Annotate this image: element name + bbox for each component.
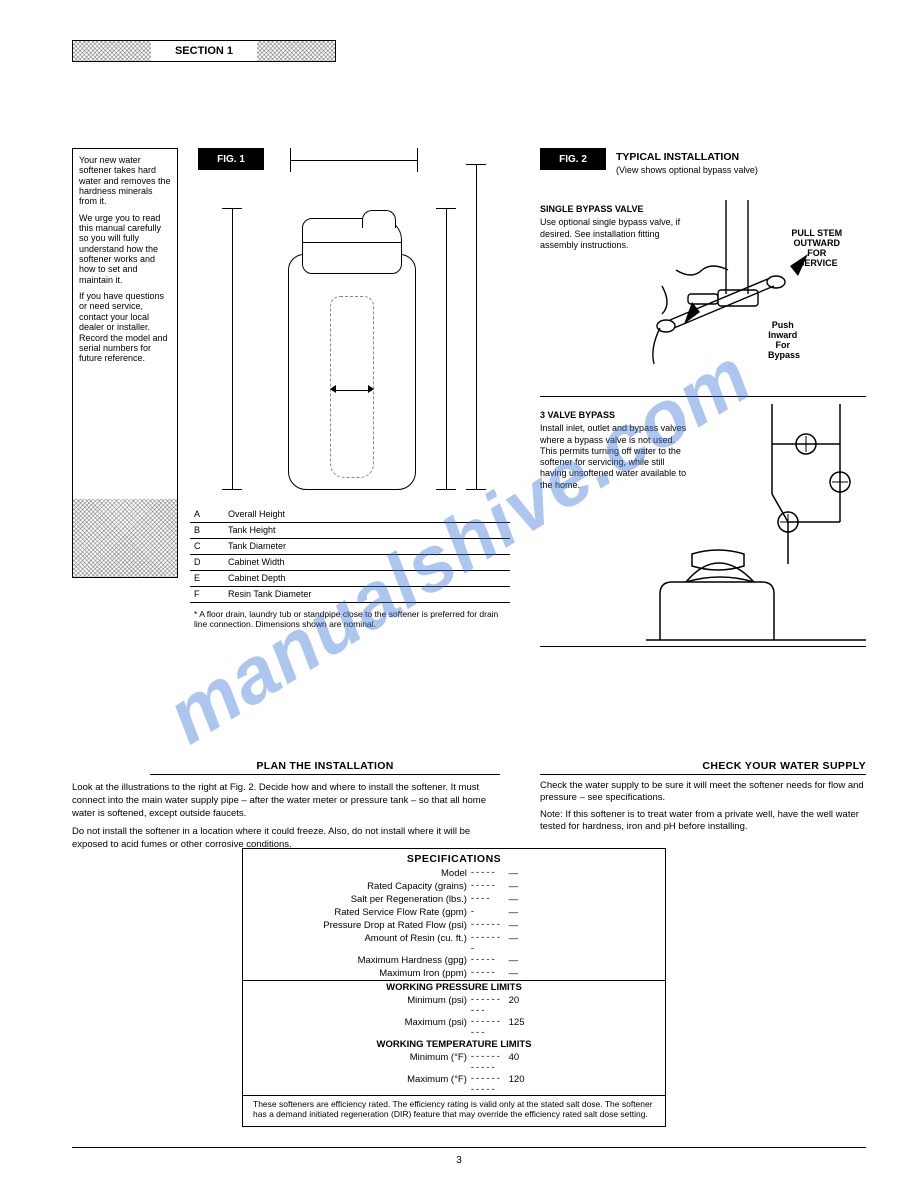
title-hatch-right <box>257 41 335 61</box>
spec-row: Model-----— <box>243 867 665 880</box>
plan-p1: Look at the illustrations to the right a… <box>72 782 502 820</box>
spec-sect: WORKING PRESSURE LIMITS <box>243 981 665 995</box>
intro-para-1: Your new water softener takes hard water… <box>79 155 171 207</box>
spec-row: Rated Capacity (grains)-----— <box>243 880 665 893</box>
dim-right-height <box>436 208 456 490</box>
spec-row: Maximum Iron (ppm)-----— <box>243 967 665 981</box>
table-row: ECabinet Depth <box>190 570 510 586</box>
table-row: DCabinet Width <box>190 554 510 570</box>
intro-side-column: Your new water softener takes hard water… <box>72 148 178 578</box>
intro-para-3: If you have questions or need service, c… <box>79 291 171 363</box>
spec-row: Minimum (psi)---------20 <box>243 994 665 1016</box>
table-row: AOverall Height <box>190 506 510 522</box>
bypass-valve-sketch: PULL STEM OUTWARD FOR SERVICE Push Inwar… <box>540 200 866 380</box>
spec-sect: WORKING TEMPERATURE LIMITS <box>243 1038 665 1051</box>
specs-title: SPECIFICATIONS <box>243 849 665 867</box>
fig2-title: TYPICAL INSTALLATION <box>616 151 739 163</box>
dim-left-height <box>222 208 242 490</box>
spec-row: Pressure Drop at Rated Flow (psi)------— <box>243 919 665 932</box>
spec-row: Minimum (°F)-----------40 <box>243 1051 665 1073</box>
check-body: Check the water supply to be sure it wil… <box>540 780 866 837</box>
three-valve-sketch <box>540 404 866 642</box>
dim-overall-height <box>466 164 486 490</box>
page-footer-rule <box>72 1147 866 1148</box>
check-p2: Note: If this softener is to treat water… <box>540 809 866 834</box>
fig2-subtitle: (View shows optional bypass valve) <box>616 165 758 175</box>
title-hatch-left <box>73 41 151 61</box>
intro-text: Your new water softener takes hard water… <box>73 149 177 499</box>
softener-tank-drawing <box>284 208 420 490</box>
dim-note: * A floor drain, laundry tub or standpip… <box>190 602 510 632</box>
specifications-box: SPECIFICATIONS Model-----— Rated Capacit… <box>242 848 666 1127</box>
specs-table: Model-----— Rated Capacity (grains)-----… <box>243 867 665 1095</box>
table-row: BTank Height <box>190 522 510 538</box>
fig2-header: TYPICAL INSTALLATION (View shows optiona… <box>540 148 866 182</box>
fig2-divider-2 <box>540 646 866 647</box>
page-title-bar: SECTION 1 <box>72 40 336 62</box>
intro-hatch-footer <box>73 499 177 577</box>
svg-text:PULL STEM OUTWARD: PULL STEM OUTWARD FOR SERVICE <box>791 228 844 268</box>
plan-body: Look at the illustrations to the right a… <box>72 782 502 858</box>
table-row: CTank Diameter <box>190 538 510 554</box>
spec-row: Maximum (psi)---------125 <box>243 1016 665 1038</box>
spec-row: Salt per Regeneration (lbs.)----— <box>243 893 665 906</box>
table-row: FResin Tank Diameter <box>190 586 510 602</box>
callout-service-1: PULL STEM <box>791 228 842 238</box>
specs-footnote: These softeners are efficiency rated. Th… <box>243 1095 665 1126</box>
dimensions-table: AOverall Height BTank Height CTank Diame… <box>190 506 510 632</box>
check-heading: CHECK YOUR WATER SUPPLY <box>540 760 866 775</box>
dim-top-width <box>290 148 418 172</box>
intro-para-2: We urge you to read this manual carefull… <box>79 213 171 285</box>
plan-heading: PLAN THE INSTALLATION <box>150 760 500 775</box>
spec-row: Maximum (°F)-----------120 <box>243 1073 665 1095</box>
right-column: FIG. 2 TYPICAL INSTALLATION (View shows … <box>540 148 866 182</box>
spec-row: Amount of Resin (cu. ft.)-------— <box>243 932 665 954</box>
svg-text:Push Inward For: Push Inward For Bypass <box>768 320 800 360</box>
page-number: 3 <box>456 1155 462 1166</box>
check-p1: Check the water supply to be sure it wil… <box>540 780 866 805</box>
page-title: SECTION 1 <box>151 41 257 61</box>
spec-row: Maximum Hardness (gpg)-----— <box>243 954 665 967</box>
spec-row: Rated Service Flow Rate (gpm)-— <box>243 906 665 919</box>
fig1-diagram <box>198 148 506 498</box>
fig2-divider-1 <box>540 396 866 397</box>
